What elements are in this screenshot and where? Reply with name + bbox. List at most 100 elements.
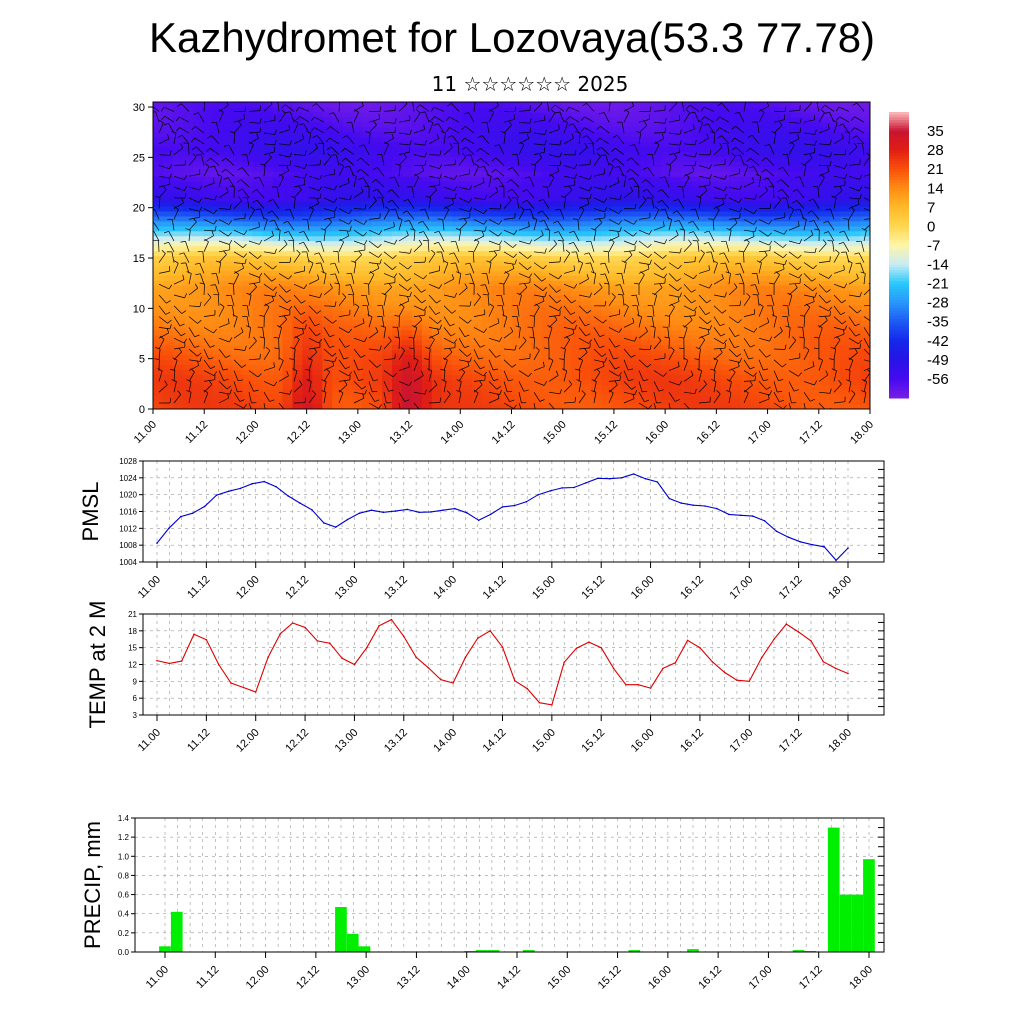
heatmap-cell [660,275,672,281]
heatmap-cell [790,126,801,133]
heatmap-cell [302,280,313,286]
heatmap-cell [820,324,831,331]
wind-barb-flag [167,319,172,324]
heatmap-cell [640,394,652,400]
heatmap-cell [302,329,313,336]
heatmap-cell [631,161,642,167]
heatmap-cell [830,295,841,301]
heatmap-cell [421,201,433,207]
wind-barb-flag [256,133,259,139]
heatmap-cell [372,106,383,113]
heatmap-cell [451,151,463,158]
heatmap-cell [491,364,503,370]
heatmap-cell [780,275,791,281]
wind-barb-flag [166,328,170,334]
heatmap-cell [690,255,702,262]
heatmap-cell [431,121,443,128]
heatmap-cell [182,141,194,148]
heatmap-cell [830,290,841,296]
heatmap-cell [611,399,622,405]
wind-barb [218,111,224,123]
heatmap-cell [710,300,722,306]
heatmap-cell [780,369,791,375]
heatmap-cell [222,196,234,202]
heatmap-cell [362,314,373,321]
heatmap-cell [491,116,503,123]
heatmap-cell [760,300,772,306]
heatmap-cell [342,215,353,222]
heatmap-cell [461,300,473,306]
wind-barb [293,348,296,360]
heatmap-cell [660,319,672,326]
heatmap-cell [352,176,363,182]
heatmap-cell [352,399,363,405]
heatmap-cell [461,161,473,167]
heatmap-cell [162,300,174,306]
wind-barb-flag [174,206,179,210]
heatmap-cell [710,181,722,187]
heatmap-cell [780,136,791,143]
heatmap-cell [670,186,682,192]
wind-barb [173,202,184,209]
heatmap-cell [810,181,821,187]
heatmap-cell [481,201,493,207]
heatmap-cell [650,121,662,128]
heatmap-cell [660,270,672,276]
heatmap-cell [551,354,562,361]
heatmap-cell [451,314,463,321]
heatmap-cell [760,379,772,385]
heatmap-cell [401,324,413,331]
heatmap-cell [551,314,562,321]
heatmap-cell [581,245,592,252]
heatmap-cell [670,215,682,222]
wind-barb [233,200,242,209]
heatmap-cell [312,354,323,361]
heatmap-cell [780,196,791,202]
heatmap-cell [172,102,184,108]
heatmap-cell [322,210,333,217]
heatmap-cell [860,121,870,128]
heatmap-cell [382,215,393,222]
heatmap-cell [202,314,214,321]
heatmap-cell [372,171,383,177]
heatmap-cell [770,220,781,227]
heatmap-cell [511,106,523,113]
heatmap-cell [660,106,672,113]
heatmap-cell [511,161,523,167]
heatmap-cell [521,196,533,202]
heatmap-cell [680,111,692,118]
heatmap-cell [471,186,483,192]
heatmap-cell [471,314,483,321]
heatmap-cell [491,240,503,247]
heatmap-cell [481,309,493,316]
heatmap-cell [212,379,224,385]
heatmap-cell [521,146,533,153]
heatmap-cell [680,270,692,276]
heatmap-cell [541,245,552,252]
heatmap-cell [710,131,722,138]
heatmap-cell [860,106,870,113]
heatmap-cell [421,156,433,163]
heatmap-cell [551,349,562,356]
heatmap-cell [840,196,851,202]
heatmap-cell [700,329,712,336]
wind-barb [185,262,190,274]
heatmap-cell [760,126,772,133]
heatmap-cell [451,389,463,395]
heatmap-cell [511,131,523,138]
heatmap-cell [551,309,562,316]
heatmap-cell [312,136,323,143]
heatmap-cell [252,265,264,271]
heatmap-cell [700,379,712,385]
heatmap-cell [730,275,742,281]
wind-barb [248,370,259,378]
heatmap-cell [252,290,264,296]
heatmap-cell [660,305,672,311]
heatmap-cell [581,285,592,291]
heatmap-cell [810,176,821,182]
heatmap-cell [591,186,602,192]
heatmap-cell [561,161,572,167]
heatmap-cell [511,379,523,385]
heatmap-cell [272,255,284,262]
heatmap-cell [451,191,463,197]
